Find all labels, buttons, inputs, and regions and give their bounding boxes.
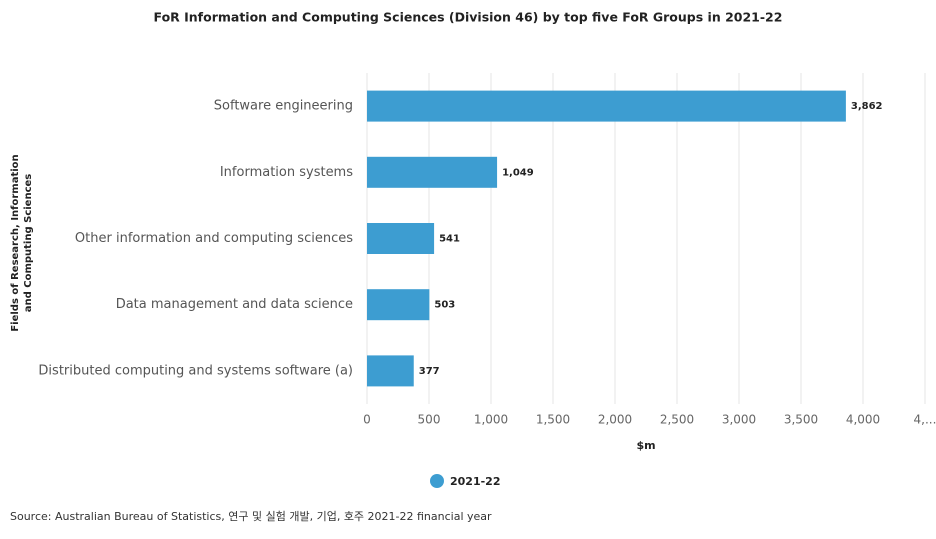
x-tick-label: 4,... [914, 413, 936, 427]
bar [367, 223, 435, 254]
y-axis-label: Fields of Research, Information and Comp… [10, 154, 34, 332]
value-label: 541 [439, 234, 460, 245]
value-label: 503 [434, 300, 455, 311]
value-label: 1,049 [502, 167, 534, 178]
x-tick-label: 3,500 [784, 413, 818, 427]
y-tick-label: Distributed computing and systems softwa… [38, 363, 353, 378]
source: Source: Australian Bureau of Statistics,… [10, 510, 492, 523]
x-tick-label: 4,000 [846, 413, 880, 427]
y-tick-label: Information systems [220, 165, 353, 180]
bar [367, 289, 430, 321]
value-label: 377 [419, 366, 440, 377]
x-tick-label: 1,500 [536, 413, 570, 427]
bar [367, 90, 846, 122]
chart-title: FoR Information and Computing Sciences (… [154, 10, 783, 25]
legend-marker [430, 474, 444, 488]
x-tick-label: 3,000 [722, 413, 756, 427]
y-tick-label: Software engineering [214, 99, 353, 114]
x-tick-label: 500 [418, 413, 441, 427]
x-tick-label: 0 [363, 413, 371, 427]
y-tick-label: Other information and computing sciences [75, 231, 353, 246]
x-axis-label: $m [636, 439, 655, 452]
x-tick-label: 1,000 [474, 413, 508, 427]
value-label: 3,862 [851, 101, 883, 112]
bar [367, 156, 498, 188]
x-tick-label: 2,000 [598, 413, 632, 427]
y-tick-label: Data management and data science [116, 297, 353, 312]
bar [367, 355, 414, 387]
legend-label: 2021-22 [450, 475, 501, 488]
x-tick-label: 2,500 [660, 413, 694, 427]
